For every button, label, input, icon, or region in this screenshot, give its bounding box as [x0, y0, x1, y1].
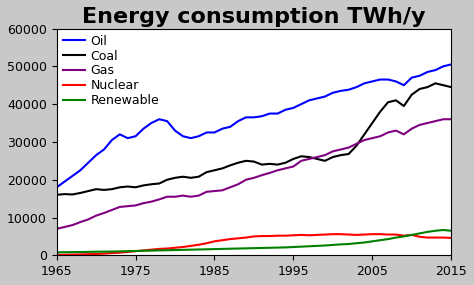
Gas: [180, 194, 186, 197]
Coal: [172, 176, 178, 180]
Nuclear: [440, 236, 446, 239]
Coal: [448, 86, 454, 89]
Line: Oil: Oil: [57, 64, 451, 187]
Line: Nuclear: Nuclear: [57, 234, 451, 255]
Oil: [180, 135, 186, 138]
Line: Renewable: Renewable: [57, 230, 451, 252]
Coal: [433, 82, 438, 85]
Renewable: [172, 248, 178, 252]
Oil: [440, 65, 446, 68]
Renewable: [433, 229, 438, 233]
Oil: [141, 127, 146, 131]
Nuclear: [314, 233, 320, 237]
Nuclear: [54, 253, 60, 257]
Gas: [440, 117, 446, 121]
Coal: [338, 153, 344, 157]
Gas: [433, 119, 438, 123]
Gas: [448, 117, 454, 121]
Coal: [180, 175, 186, 178]
Title: Energy consumption TWh/y: Energy consumption TWh/y: [82, 7, 426, 27]
Nuclear: [448, 236, 454, 240]
Renewable: [440, 228, 446, 232]
Oil: [54, 186, 60, 189]
Oil: [314, 97, 320, 100]
Nuclear: [346, 233, 351, 236]
Gas: [172, 195, 178, 198]
Nuclear: [180, 245, 186, 249]
Nuclear: [141, 249, 146, 252]
Nuclear: [172, 246, 178, 249]
Nuclear: [330, 233, 336, 236]
Renewable: [141, 249, 146, 253]
Gas: [314, 155, 320, 159]
Renewable: [180, 248, 186, 252]
Gas: [141, 201, 146, 205]
Line: Gas: Gas: [57, 119, 451, 229]
Gas: [338, 148, 344, 151]
Renewable: [448, 229, 454, 233]
Legend: Oil, Coal, Gas, Nuclear, Renewable: Oil, Coal, Gas, Nuclear, Renewable: [60, 32, 162, 110]
Coal: [314, 157, 320, 161]
Coal: [54, 193, 60, 197]
Line: Coal: Coal: [57, 83, 451, 195]
Renewable: [54, 251, 60, 254]
Coal: [440, 84, 446, 87]
Renewable: [338, 243, 344, 246]
Oil: [172, 129, 178, 132]
Oil: [338, 89, 344, 93]
Gas: [54, 227, 60, 231]
Coal: [141, 184, 146, 187]
Oil: [448, 63, 454, 66]
Renewable: [314, 244, 320, 248]
